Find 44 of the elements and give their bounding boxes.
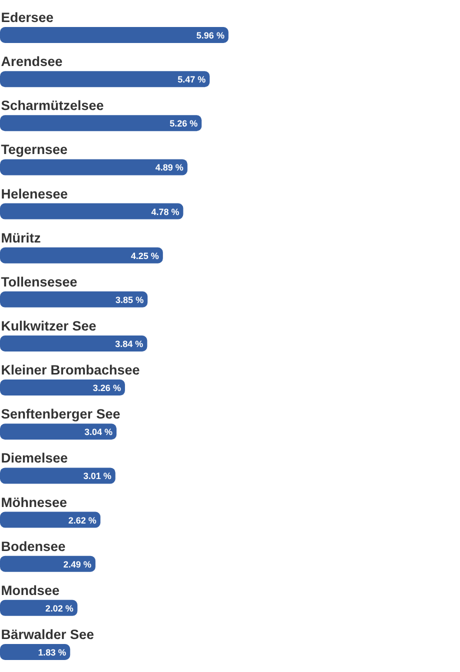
data-label: 5.26 % xyxy=(170,118,198,129)
data-label: 4.25 % xyxy=(130,250,159,261)
y-tick-label: Arendsee xyxy=(1,54,64,70)
data-label: 4.78 % xyxy=(151,206,180,217)
bar xyxy=(0,600,78,616)
data-label: 2.49 % xyxy=(63,559,92,570)
bar xyxy=(0,468,116,484)
y-tick-label: Senftenberger See xyxy=(1,406,121,422)
y-tick-label: Edersee xyxy=(1,10,54,25)
data-label: 5.96 % xyxy=(196,30,224,40)
y-tick-label: Müritz xyxy=(1,230,41,246)
y-tick-label: Helenesee xyxy=(1,186,68,202)
y-tick-label: Mondsee xyxy=(1,582,60,598)
data-label: 1.83 % xyxy=(38,647,66,658)
data-label: 4.89 % xyxy=(155,162,184,173)
data-label: 2.02 % xyxy=(45,603,74,614)
bar xyxy=(0,424,117,440)
bar xyxy=(0,556,96,572)
y-tick-label: Kleiner Brombachsee xyxy=(1,362,140,378)
bar xyxy=(0,335,148,352)
y-tick-label: Kulkwitzer See xyxy=(1,318,97,334)
bar xyxy=(0,71,210,88)
bar xyxy=(0,203,184,220)
data-label: 3.84 % xyxy=(115,338,144,349)
data-label: 2.62 % xyxy=(68,515,96,526)
bar xyxy=(0,291,148,308)
data-label: 5.47 % xyxy=(178,74,206,85)
bar xyxy=(0,380,125,396)
data-label: 3.04 % xyxy=(84,427,113,438)
y-tick-label: Diemelsee xyxy=(1,450,68,466)
y-tick-label: Tollensesee xyxy=(1,274,78,290)
data-label: 3.85 % xyxy=(116,294,144,305)
bar xyxy=(0,115,202,132)
bar xyxy=(0,247,163,264)
y-tick-label: Bärwalder See xyxy=(1,626,95,642)
y-tick-label: Tegernsee xyxy=(1,142,68,158)
data-label: 3.01 % xyxy=(83,471,112,482)
data-label: 3.26 % xyxy=(92,383,121,394)
y-tick-label: Scharmützelsee xyxy=(1,98,104,114)
bar xyxy=(0,512,100,528)
y-tick-label: Bodensee xyxy=(1,538,66,554)
y-tick-label: Möhnesee xyxy=(1,494,68,510)
bar xyxy=(0,27,228,43)
bar xyxy=(0,159,188,176)
